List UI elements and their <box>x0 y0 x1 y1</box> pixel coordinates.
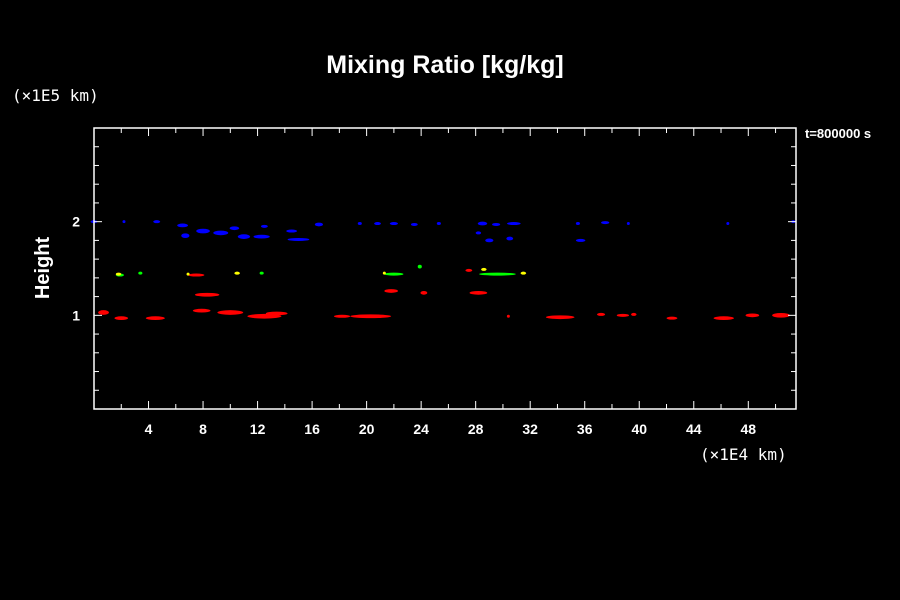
contour-blob <box>357 222 362 226</box>
y-axis-label: Height <box>32 237 54 300</box>
contour-blob <box>481 267 487 271</box>
contour-blob <box>417 264 422 269</box>
contour-blob <box>492 222 501 226</box>
contour-blob <box>596 312 606 316</box>
contour-blob <box>616 313 630 317</box>
contour-blob <box>333 314 351 318</box>
contour-blob <box>475 231 482 235</box>
contour-blob <box>374 222 381 226</box>
contour-blob <box>188 273 205 277</box>
x-tick-label: 20 <box>359 421 375 437</box>
plot-area: 4 8 12 16 20 24 28 32 36 40 44 48 12 <box>72 127 797 437</box>
contour-blob <box>145 316 165 321</box>
contour-blob <box>350 314 392 319</box>
contour-blob <box>575 238 586 242</box>
contour-blob <box>153 220 161 224</box>
contour-blob <box>479 272 516 276</box>
contour-blob <box>465 268 473 272</box>
contour-blob <box>213 230 229 236</box>
axis-ticks <box>94 128 796 409</box>
y-tick-label: 1 <box>72 307 80 323</box>
x-tick-label: 16 <box>304 421 320 437</box>
contour-blob <box>265 311 288 316</box>
contour-blob <box>287 237 310 241</box>
contour-blob <box>631 312 637 316</box>
contour-blob <box>389 222 398 226</box>
y-tick-label: 2 <box>72 214 80 230</box>
contour-blob <box>114 316 129 321</box>
contour-blob <box>217 310 244 315</box>
contour-blob <box>196 228 210 234</box>
x-tick-label: 24 <box>413 421 429 437</box>
contour-blob <box>253 234 270 239</box>
contour-blob <box>545 315 575 320</box>
contour-blob <box>229 226 240 231</box>
contour-blob <box>436 222 441 226</box>
contour-blob <box>601 221 610 225</box>
contour-blob <box>259 271 264 275</box>
contour-blob <box>234 271 240 275</box>
contour-blob <box>181 233 190 239</box>
x-tick-label: 36 <box>577 421 593 437</box>
contour-blob <box>194 292 220 297</box>
contour-blob <box>115 272 122 276</box>
contour-blob <box>506 236 514 241</box>
contour-blob <box>626 222 630 226</box>
contour-blob <box>507 222 521 226</box>
contour-blob <box>314 222 324 227</box>
x-tick-label: 28 <box>468 421 484 437</box>
contour-blob <box>98 310 109 315</box>
contour-blob <box>186 272 190 276</box>
contour-blob <box>237 234 251 239</box>
contour-blob <box>192 308 211 313</box>
y-tick-labels: 12 <box>72 214 80 324</box>
contour-blob <box>420 290 428 295</box>
x-tick-label: 32 <box>522 421 538 437</box>
contour-blob <box>713 316 734 321</box>
contour-fills <box>90 220 796 321</box>
chart-title: Mixing Ratio [kg/kg] <box>326 51 564 79</box>
contour-blob <box>477 221 488 226</box>
contour-blob <box>485 238 494 243</box>
contour-blob <box>138 271 143 275</box>
contour-blob <box>384 289 398 293</box>
contour-blob <box>726 222 730 226</box>
x-tick-label: 12 <box>250 421 266 437</box>
x-tick-label: 48 <box>741 421 757 437</box>
contour-blob <box>384 272 404 276</box>
x-tick-label: 4 <box>145 421 153 437</box>
x-unit-label: (×1E4 km) <box>700 445 787 464</box>
contour-blob <box>382 271 386 275</box>
contour-blob <box>575 222 580 226</box>
contour-blob <box>286 229 298 233</box>
x-tick-label: 8 <box>199 421 207 437</box>
contour-blob <box>506 314 510 318</box>
contour-blob <box>410 222 418 226</box>
plot-frame <box>93 127 797 410</box>
x-tick-labels: 4 8 12 16 20 24 28 32 36 40 44 48 <box>145 421 757 437</box>
x-tick-label: 44 <box>686 421 702 437</box>
contour-blob <box>772 312 790 318</box>
x-tick-label: 40 <box>631 421 647 437</box>
contour-blob <box>260 224 268 228</box>
y-unit-label: (×1E5 km) <box>12 86 99 105</box>
contour-blob <box>122 220 126 224</box>
contour-blob <box>469 290 488 295</box>
time-label: t=800000 s <box>805 126 871 141</box>
contour-blob <box>666 316 678 320</box>
contour-blob <box>520 271 527 275</box>
contour-blob <box>745 313 760 318</box>
contour-blob <box>177 223 189 228</box>
